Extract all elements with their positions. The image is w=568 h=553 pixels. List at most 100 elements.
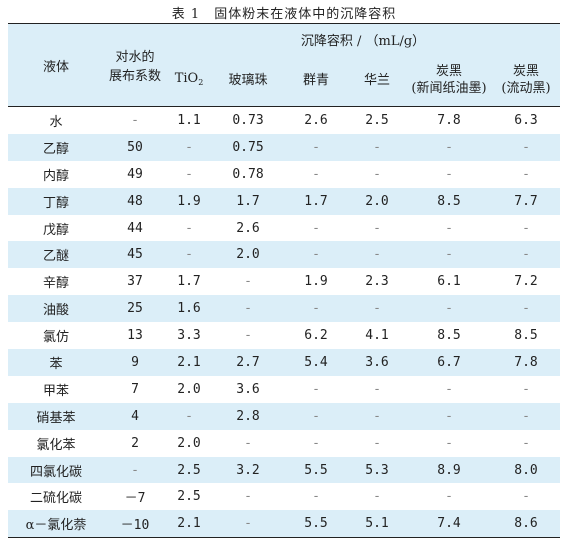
cell-carbon-black-flow: -	[522, 220, 530, 236]
cell-carbon-black-flow: -	[522, 139, 530, 155]
cb1-line2: (新闻纸油墨)	[411, 81, 487, 96]
cell-coefficient: -	[131, 112, 139, 128]
table-row: α－氯化萘 －10 2.1-5.5 5.1 7.4 8.6	[8, 510, 560, 539]
cell-ultramarine: -	[312, 435, 320, 451]
cell-liquid: 戊醇	[42, 222, 69, 238]
cell-hualan: -	[373, 435, 381, 451]
cell-hualan: 5.1	[348, 510, 406, 539]
cell-tio2: 1.6	[177, 301, 201, 317]
cell-hualan: 2.0	[365, 193, 389, 209]
cell-tio2: 2.5	[177, 462, 201, 478]
cell-glass: 0.78	[232, 166, 264, 182]
cell-glass: 3.6	[236, 381, 260, 397]
cell-liquid: 水	[49, 114, 63, 130]
cell-ultramarine: 1.7	[304, 193, 328, 209]
cell-ultramarine: 6.2	[304, 328, 328, 344]
cell-hualan: -	[373, 139, 381, 155]
table-row: 内醇 49 - 0.78 - - - -	[8, 161, 560, 188]
cell-carbon-black-flow: -	[522, 166, 530, 182]
table-row: 乙醚 45 - 2.0 - - - -	[8, 241, 560, 269]
cell-carbon-black-newsink: 8.5	[437, 193, 461, 209]
table-row: 二硫化碳 －7 2.5 - - - - -	[8, 483, 560, 510]
cell-coefficient: -	[131, 462, 139, 478]
cell-carbon-black-flow: -	[522, 247, 530, 263]
cell-carbon-black-flow: 7.7	[514, 193, 538, 209]
cell-ultramarine: -	[312, 247, 320, 263]
cell-glass: 0.75	[232, 139, 264, 155]
cell-liquid: 四氯化碳	[29, 464, 82, 480]
cell-ultramarine: -	[312, 139, 320, 155]
cell-coefficient: 7	[131, 381, 139, 397]
cell-liquid: 苯	[49, 356, 63, 372]
col-coefficient-header: 对水的 展布系数	[104, 23, 166, 107]
cell-tio2: 2.0	[177, 381, 201, 397]
cell-glass: 2.8	[236, 408, 260, 424]
cell-ultramarine: -	[312, 408, 320, 424]
cell-tio2: 1.7	[177, 274, 201, 290]
cell-coefficient: －7	[124, 491, 146, 507]
table-row: 硝基苯 4 - 2.8 - - - -	[8, 402, 560, 430]
table-header: 液体 对水的 展布系数 沉降容积 / （mL/g） TiO2 玻璃珠 群青 华兰…	[8, 23, 560, 107]
sedimentation-table: 液体 对水的 展布系数 沉降容积 / （mL/g） TiO2 玻璃珠 群青 华兰…	[8, 23, 560, 539]
cell-carbon-black-flow: 7.2	[514, 274, 538, 290]
cell-tio2: 3.3	[177, 328, 201, 344]
cell-liquid: 硝基苯	[36, 410, 76, 426]
cell-ultramarine: -	[312, 381, 320, 397]
cell-tio2: -	[185, 408, 193, 424]
coef-line2: 展布系数	[108, 69, 161, 84]
cell-glass: 3.2	[236, 462, 260, 478]
cell-carbon-black-newsink: -	[445, 166, 453, 182]
cell-glass: -	[244, 274, 252, 290]
table-row: 戊醇 44 - 2.6 - - - -	[8, 215, 560, 242]
cell-carbon-black-newsink: 8.5	[437, 328, 461, 344]
table-row: 水 - 1.1 0.73 2.6 2.5 7.8 6.3	[8, 107, 560, 134]
cell-liquid: 二硫化碳	[29, 491, 82, 507]
cell-liquid: 氯仿	[42, 330, 69, 346]
cell-carbon-black-flow: 8.6	[492, 510, 560, 539]
cell-ultramarine: -	[312, 220, 320, 236]
cell-glass: 2.0	[236, 247, 260, 263]
cell-carbon-black-flow: 8.0	[514, 462, 538, 478]
cell-hualan: -	[373, 247, 381, 263]
cell-hualan: -	[373, 408, 381, 424]
cell-liquid: 丁醇	[42, 195, 69, 211]
cell-tio2: 1.1	[177, 112, 201, 128]
cell-carbon-black-flow: 6.3	[514, 112, 538, 128]
cell-carbon-black-flow: 7.8	[514, 354, 538, 370]
cell-glass: 2.7	[236, 354, 260, 370]
table-row: 丁醇 48 1.9 1.7 1.7 2.0 8.5 7.7	[8, 187, 560, 215]
cb2-line1: 炭黑	[512, 64, 539, 79]
cell-carbon-black-flow: -	[522, 408, 530, 424]
cell-tio2: 2.0	[177, 435, 201, 451]
table-row: 苯 9 2.1 2.7 5.4 3.6 6.7 7.8	[8, 349, 560, 376]
cell-coefficient: 49	[127, 166, 143, 182]
table-row: 氯仿 13 3.3 - 6.2 4.1 8.5 8.5	[8, 322, 560, 349]
tio2-main: TiO	[174, 70, 199, 86]
cell-tio2: 2.5	[177, 489, 201, 505]
table-body: 水 -1.1 0.73 2.6 2.5 7.8 6.3 乙醇 50-0.75- - - - 内醇 49-0…	[8, 107, 560, 539]
cell-coefficient: 13	[127, 328, 143, 344]
cell-carbon-black-flow: -	[522, 301, 530, 317]
col-liquid-header: 液体	[8, 23, 104, 107]
cell-ultramarine: 5.4	[304, 354, 328, 370]
cell-coefficient: 45	[127, 247, 143, 263]
cell-coefficient: 25	[127, 301, 143, 317]
cell-ultramarine: 2.6	[304, 112, 328, 128]
cell-coefficient: 44	[127, 220, 143, 236]
cell-liquid: 辛醇	[42, 276, 69, 292]
cell-glass: 2.6	[236, 220, 260, 236]
cell-ultramarine: -	[312, 166, 320, 182]
group-sediment-volume-header: 沉降容积 / （mL/g）	[166, 23, 560, 54]
table-row: 氯化苯 2 2.0 - - - - -	[8, 430, 560, 457]
cell-tio2: 2.1	[166, 510, 212, 539]
cell-glass: -	[244, 435, 252, 451]
coef-line1: 对水的	[115, 50, 155, 65]
cell-hualan: 2.3	[365, 274, 389, 290]
cell-coefficient: 48	[127, 193, 143, 209]
cell-glass: 0.73	[232, 112, 264, 128]
cell-coefficient: 2	[131, 435, 139, 451]
cell-glass: -	[244, 301, 252, 317]
cell-tio2: -	[185, 139, 193, 155]
cell-carbon-black-newsink: -	[445, 139, 453, 155]
cell-hualan: 3.6	[365, 354, 389, 370]
